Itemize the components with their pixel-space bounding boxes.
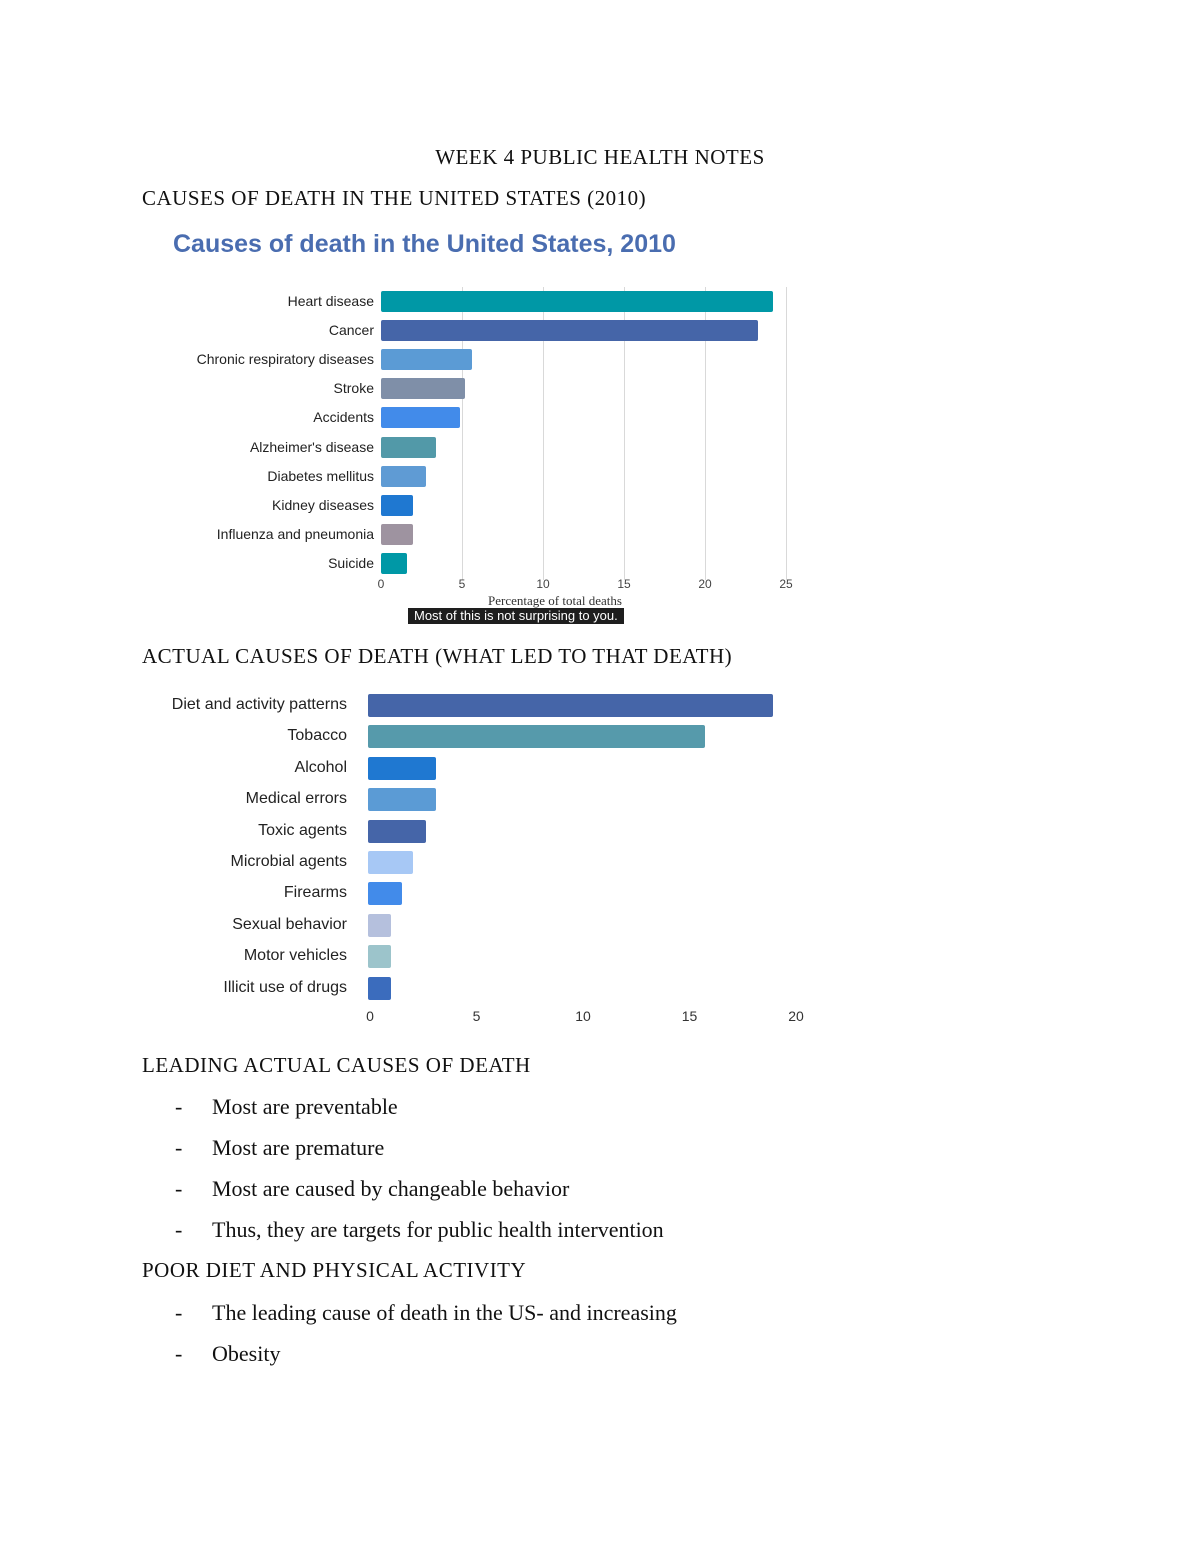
list-item-text: Thus, they are targets for public health…	[212, 1217, 664, 1242]
bar-label: Heart disease	[287, 293, 374, 309]
x-tick-label: 15	[617, 577, 631, 591]
chart1-x-axis-label: Percentage of total deaths	[488, 593, 622, 608]
bar-label: Diet and activity patterns	[171, 696, 347, 713]
list-item-text: The leading cause of death in the US- an…	[212, 1300, 677, 1325]
bar-label: Accidents	[313, 409, 374, 426]
caption-overlay: Most of this is not surprising to you.	[408, 608, 624, 624]
list-item-text: Obesity	[212, 1341, 281, 1366]
list-item: - The leading cause of death in the US- a…	[175, 1299, 677, 1340]
bar-label: Firearms	[283, 884, 347, 902]
document-title: WEEK 4 PUBLIC HEALTH NOTES	[435, 145, 765, 169]
x-tick-label: 25	[779, 577, 793, 591]
x-tick-label: 0	[377, 577, 385, 591]
bar	[368, 976, 392, 1000]
poor-diet-list: - The leading cause of death in the US- a…	[175, 1299, 677, 1381]
bullet-dash: -	[175, 1176, 183, 1201]
bar	[368, 945, 392, 969]
list-item-text: Most are caused by changeable behavior	[212, 1176, 570, 1201]
bar-label: Tobacco	[287, 727, 347, 745]
bar-label: Microbial agents	[230, 853, 348, 870]
bar-label: Influenza and pneumonia	[216, 525, 374, 542]
bar	[381, 436, 437, 458]
gridline	[786, 287, 787, 580]
x-tick-label: 10	[575, 1008, 591, 1024]
bar	[381, 523, 414, 545]
bar-label: Suicide	[328, 554, 374, 571]
bullet-dash: -	[175, 1341, 183, 1366]
section-heading-leading-actual-causes: LEADING ACTUAL CAUSES OF DEATH	[142, 1053, 531, 1077]
bar	[368, 725, 705, 749]
bar-label: Chronic respiratory diseases	[196, 351, 374, 368]
bar	[381, 407, 461, 429]
bar	[381, 378, 466, 400]
bar	[381, 552, 407, 574]
bar	[368, 882, 403, 906]
causes-of-death-chart: Heart disease Cancer Chronic respiratory d…	[0, 0, 1200, 620]
bar-label: Sexual behavior	[232, 915, 347, 933]
gridline	[705, 287, 706, 580]
bar	[381, 349, 472, 371]
list-item-text: Most are preventable	[212, 1094, 398, 1119]
bar-label: Alcohol	[294, 758, 347, 776]
section-heading-causes-of-death: CAUSES OF DEATH IN THE UNITED STATES (20…	[142, 186, 647, 210]
bar-label: Alzheimer's disease	[249, 438, 374, 455]
x-tick-label: 20	[698, 577, 712, 591]
bullet-dash: -	[175, 1094, 183, 1119]
section-heading-actual-causes: ACTUAL CAUSES OF DEATH (WHAT LED TO THAT…	[142, 644, 733, 668]
x-tick-label: 5	[472, 1008, 481, 1024]
bar	[381, 320, 759, 342]
bar-label: Illicit use of drugs	[223, 978, 347, 996]
bar-label: Stroke	[333, 380, 374, 397]
gridline	[462, 287, 463, 580]
bar	[368, 788, 437, 812]
bar	[368, 756, 437, 780]
x-tick-label: 15	[681, 1008, 698, 1024]
list-item: - Most are caused by changeable behavior	[175, 1175, 664, 1216]
list-item-text: Most are premature	[212, 1135, 385, 1160]
list-item: - Thus, they are targets for public healt…	[175, 1216, 664, 1257]
list-item: - Most are preventable	[175, 1093, 664, 1134]
bullet-dash: -	[175, 1135, 183, 1160]
gridline	[624, 287, 625, 580]
x-tick-label: 0	[366, 1008, 374, 1024]
list-item: - Obesity	[175, 1340, 677, 1381]
bar-label: Cancer	[328, 322, 374, 339]
x-tick-label: 10	[536, 577, 550, 591]
chart1-title: Causes of death in the United States, 20…	[173, 230, 676, 258]
bar	[368, 694, 773, 717]
bar-label: Medical errors	[245, 790, 347, 808]
bar	[368, 913, 392, 937]
bar-label: Toxic agents	[258, 821, 347, 839]
bar	[381, 494, 414, 516]
bar-label: Motor vehicles	[243, 947, 347, 965]
x-tick-label: 5	[458, 577, 466, 591]
bullet-dash: -	[175, 1217, 183, 1242]
actual-causes-of-death-chart: Diet and activity patterns Tobacco Alcohol…	[171, 694, 804, 1024]
bar-label: Diabetes mellitus	[267, 467, 374, 484]
bar	[381, 291, 774, 312]
gridline	[543, 287, 544, 580]
section-heading-poor-diet: POOR DIET AND PHYSICAL ACTIVITY	[142, 1258, 527, 1282]
bar-label: Kidney diseases	[272, 496, 374, 513]
bullet-dash: -	[175, 1300, 183, 1325]
bar	[368, 851, 413, 874]
leading-causes-list: - Most are preventable - Most are prematur…	[175, 1093, 664, 1257]
x-tick-label: 20	[788, 1008, 804, 1024]
bar	[381, 465, 427, 487]
list-item: - Most are premature	[175, 1134, 664, 1175]
bar	[368, 819, 426, 843]
